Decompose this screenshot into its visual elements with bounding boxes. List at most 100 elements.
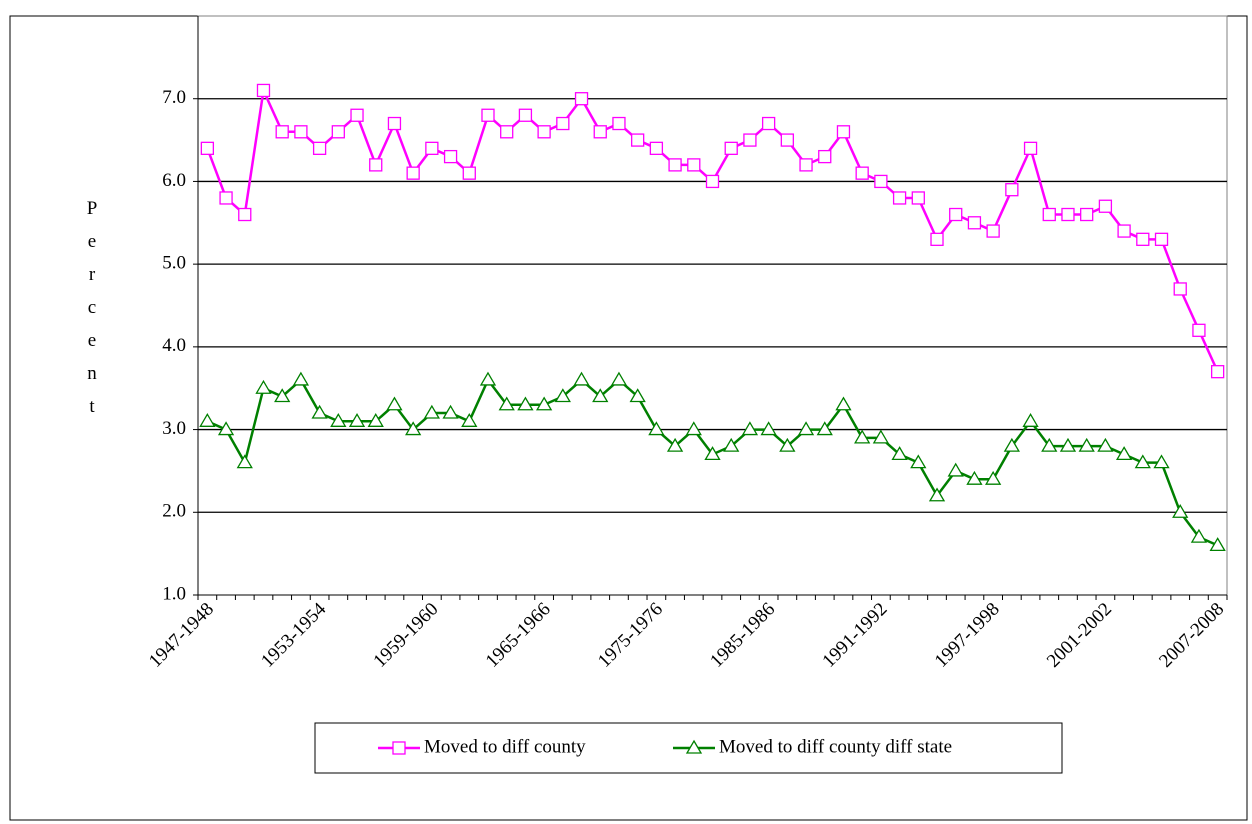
point-marker: [629, 388, 646, 403]
point-marker: [855, 166, 869, 180]
point-marker: [238, 207, 252, 222]
point-marker: [1192, 323, 1206, 337]
point-marker: [537, 125, 551, 139]
point-marker: [911, 191, 925, 205]
point-marker: [348, 413, 366, 427]
point-marker: [387, 116, 402, 131]
point-marker: [612, 116, 626, 131]
point-marker: [517, 396, 534, 411]
y-tick-label: 5.0: [162, 253, 186, 274]
point-marker: [743, 133, 757, 147]
point-marker: [405, 421, 422, 436]
point-marker: [799, 158, 813, 172]
point-marker: [1153, 454, 1170, 469]
point-marker: [1059, 437, 1077, 452]
point-marker: [1173, 282, 1187, 296]
point-marker: [947, 462, 964, 477]
y-tick-label: 1.0: [162, 583, 186, 604]
point-marker: [610, 371, 628, 386]
point-marker: [199, 413, 216, 427]
point-marker: [442, 404, 459, 419]
point-marker: [986, 224, 1000, 238]
point-marker: [331, 125, 345, 139]
point-marker: [1003, 437, 1020, 452]
plot-area: [197, 15, 1228, 596]
point-marker: [392, 741, 406, 755]
point-marker: [668, 158, 682, 172]
point-marker: [1190, 528, 1208, 543]
point-marker: [761, 116, 776, 131]
point-marker: [217, 421, 235, 436]
point-marker: [724, 141, 738, 155]
point-marker: [1098, 199, 1113, 213]
point-marker: [275, 125, 289, 139]
point-marker: [648, 421, 665, 436]
point-marker: [1005, 183, 1019, 197]
point-marker: [556, 116, 570, 131]
point-marker: [835, 396, 852, 411]
point-marker: [274, 388, 291, 403]
point-marker: [818, 149, 832, 164]
point-marker: [966, 470, 983, 485]
point-marker: [330, 413, 347, 427]
point-marker: [292, 371, 310, 386]
point-marker: [910, 454, 927, 469]
legend-label: Moved to diff county diff state: [719, 736, 952, 757]
point-marker: [425, 141, 439, 155]
point-marker: [874, 174, 888, 189]
point-marker: [704, 446, 721, 461]
point-marker: [1134, 454, 1151, 469]
point-marker: [498, 396, 515, 411]
point-marker: [256, 83, 271, 98]
point-marker: [573, 371, 590, 386]
point-marker: [461, 413, 478, 427]
point-marker: [462, 166, 476, 180]
point-marker: [200, 141, 215, 155]
point-marker: [1154, 232, 1169, 246]
point-marker: [649, 141, 664, 155]
point-marker: [930, 232, 944, 246]
point-marker: [685, 421, 702, 436]
point-marker: [423, 404, 440, 419]
point-marker: [386, 396, 403, 411]
point-marker: [816, 421, 833, 436]
point-marker: [1042, 207, 1056, 222]
y-axis-title: Percent: [82, 198, 103, 429]
point-marker: [535, 396, 553, 411]
point-marker: [236, 454, 253, 469]
point-marker: [443, 149, 458, 164]
point-marker: [406, 166, 420, 180]
point-marker: [666, 437, 684, 452]
y-tick-label: 4.0: [162, 335, 186, 356]
point-marker: [891, 446, 908, 461]
point-marker: [836, 125, 851, 139]
point-marker: [1061, 207, 1075, 222]
point-marker: [985, 470, 1002, 485]
point-marker: [1080, 207, 1094, 222]
point-marker: [219, 191, 233, 205]
point-marker: [779, 437, 796, 452]
point-marker: [350, 108, 364, 122]
point-marker: [723, 437, 740, 452]
point-marker: [367, 413, 384, 427]
point-marker: [780, 133, 794, 147]
point-marker: [1022, 413, 1039, 427]
point-marker: [255, 379, 272, 394]
point-marker: [312, 141, 327, 155]
point-marker: [1097, 437, 1114, 452]
point-marker: [479, 371, 497, 386]
point-marker: [631, 133, 645, 147]
y-tick-label: 2.0: [162, 501, 186, 522]
y-tick-label: 6.0: [162, 170, 186, 191]
point-marker: [854, 429, 871, 444]
point-marker: [518, 108, 533, 122]
point-marker: [593, 125, 607, 139]
point-marker: [574, 92, 589, 106]
point-marker: [1115, 446, 1133, 461]
point-marker: [1136, 232, 1150, 246]
point-marker: [294, 125, 308, 139]
point-marker: [949, 207, 963, 222]
point-marker: [1041, 437, 1058, 452]
